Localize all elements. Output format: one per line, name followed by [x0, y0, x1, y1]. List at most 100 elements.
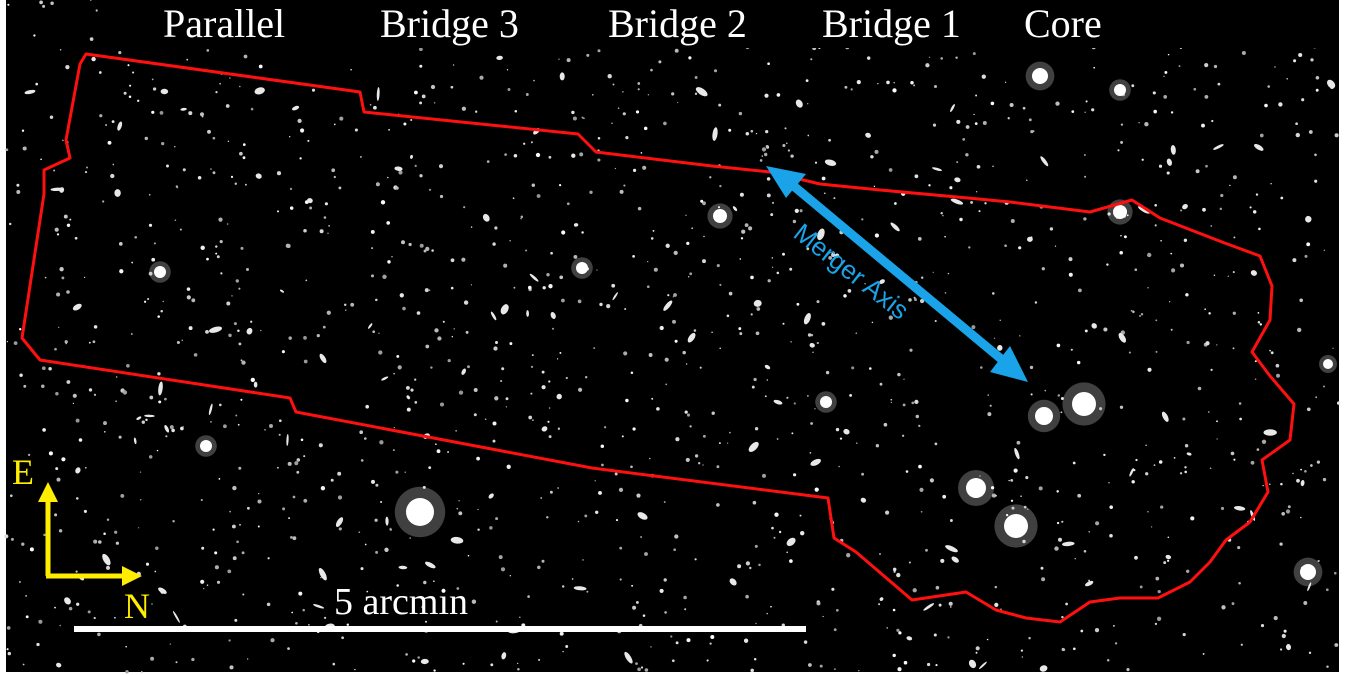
star: [419, 101, 423, 105]
galaxy: [398, 565, 408, 570]
star: [1065, 602, 1068, 606]
star: [414, 378, 417, 381]
galaxy: [24, 89, 36, 95]
bright-star: [1114, 84, 1126, 96]
star: [1106, 263, 1109, 266]
star: [828, 255, 833, 260]
star: [799, 209, 803, 213]
star: [54, 347, 57, 351]
star: [116, 376, 118, 378]
star: [1205, 164, 1208, 168]
star: [828, 138, 831, 142]
star: [1084, 329, 1088, 333]
star: [942, 214, 944, 217]
star: [241, 551, 245, 555]
star: [337, 471, 342, 476]
star: [562, 650, 564, 653]
star: [106, 565, 110, 570]
star: [300, 438, 304, 442]
star: [1004, 81, 1007, 83]
galaxy: [318, 567, 327, 581]
star: [1296, 478, 1300, 483]
star: [1128, 351, 1131, 354]
star: [1185, 293, 1189, 297]
star: [755, 331, 760, 336]
star: [241, 360, 246, 365]
star: [490, 663, 494, 667]
star: [726, 314, 730, 318]
star: [920, 510, 923, 513]
star: [300, 128, 305, 133]
galaxy: [307, 198, 313, 204]
star: [66, 380, 71, 384]
star: [716, 264, 720, 268]
star: [470, 284, 473, 286]
star: [1011, 506, 1015, 510]
star: [235, 279, 239, 283]
star: [371, 247, 374, 250]
star: [456, 587, 460, 590]
star: [210, 421, 212, 423]
star: [238, 287, 241, 290]
star: [43, 533, 46, 537]
star: [796, 302, 800, 306]
star: [103, 532, 106, 536]
star: [1323, 249, 1326, 251]
bright-star: [154, 266, 166, 278]
star: [1201, 123, 1205, 128]
galaxy: [255, 173, 262, 179]
star: [659, 588, 664, 593]
star: [805, 79, 809, 82]
star: [528, 415, 533, 420]
star: [1163, 561, 1167, 565]
star: [462, 662, 465, 665]
star: [685, 214, 687, 217]
star: [66, 223, 71, 227]
star: [494, 226, 498, 230]
star: [1085, 100, 1088, 103]
star: [1153, 464, 1156, 466]
galaxy: [381, 376, 389, 381]
star: [702, 434, 706, 438]
star: [333, 175, 336, 179]
star: [106, 518, 110, 521]
star: [861, 472, 865, 476]
star: [206, 49, 210, 52]
star: [1154, 622, 1158, 626]
star: [573, 254, 578, 259]
star: [126, 363, 130, 368]
star: [611, 283, 616, 288]
star: [290, 536, 293, 539]
star: [856, 442, 858, 444]
star: [1213, 64, 1218, 69]
star: [1008, 479, 1010, 482]
star: [408, 242, 412, 247]
star: [200, 498, 203, 502]
star: [148, 223, 153, 227]
star: [95, 9, 98, 12]
star: [973, 113, 975, 116]
star: [994, 602, 999, 608]
star: [739, 192, 744, 197]
star: [1220, 193, 1224, 198]
star: [354, 128, 358, 132]
galaxy: [809, 342, 815, 348]
star: [430, 84, 436, 90]
star: [640, 666, 644, 669]
star: [1099, 407, 1103, 411]
star: [305, 279, 308, 282]
star: [682, 350, 686, 355]
star: [75, 570, 78, 573]
star: [21, 129, 25, 132]
galaxy: [541, 426, 548, 432]
galaxy: [1170, 145, 1176, 155]
star: [191, 298, 196, 303]
star: [976, 164, 981, 169]
star: [1285, 509, 1291, 514]
star: [186, 295, 191, 300]
galaxy: [394, 166, 403, 171]
galaxy: [550, 312, 556, 319]
star: [514, 110, 518, 113]
star: [850, 88, 853, 91]
star: [847, 289, 852, 293]
